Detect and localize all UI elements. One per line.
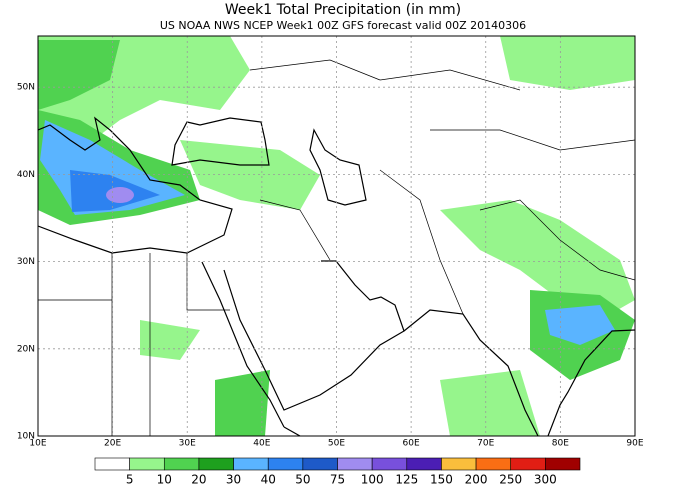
lat-label: 50N [17,83,35,93]
colorbar-swatch [129,457,165,471]
colorbar-swatch [545,457,581,471]
colorbar-swatch [198,457,234,471]
lon-label: 60E [403,439,420,449]
lon-label: 40E [253,439,270,449]
rain-area [180,140,320,210]
colorbar-swatch [510,457,546,471]
colorbar-swatch [267,457,304,471]
colorbar-label: 200 [465,473,488,487]
colorbar-swatch [94,457,130,471]
title: Week1 Total Precipitation (in mm) [225,2,461,18]
colorbar-swatch [406,457,442,471]
lat-label: 30N [17,257,35,267]
colorbar: 5 10 20 30 40 50 75 100 125 150 200 250 300 [94,457,581,487]
coastlines [38,116,635,436]
colorbar-label: 50 [295,473,310,487]
borders [38,59,635,436]
colorbar-swatch [371,457,408,471]
colorbar-label: 150 [430,473,453,487]
lon-label: 80E [552,439,569,449]
colorbar-swatch [441,457,477,471]
rain-area [440,200,635,320]
colorbar-label: 300 [534,473,557,487]
lon-label: 30E [179,439,196,449]
subtitle: US NOAA NWS NCEP Week1 00Z GFS forecast … [160,19,526,32]
colorbar-label: 75 [330,473,345,487]
colorbar-label: 125 [395,473,418,487]
lon-label: 10E [29,439,46,449]
graticule [38,36,635,436]
rain-area [440,370,540,436]
colorbar-swatch [163,457,200,471]
colorbar-label: 250 [499,473,522,487]
colorbar-label: 5 [126,473,134,487]
colorbar-label: 30 [226,473,241,487]
lat-label: 10N [17,432,35,442]
map-frame [37,35,636,437]
lon-label: 50E [328,439,345,449]
colorbar-swatch [302,457,338,471]
rain-area [106,187,134,203]
lon-label: 90E [626,439,643,449]
colorbar-label: 20 [191,473,206,487]
lat-label: 20N [17,344,35,354]
rain-area [38,40,120,110]
rain-area [500,36,635,90]
colorbar-swatch [337,457,373,471]
rain-area [545,305,615,345]
colorbar-label: 100 [361,473,384,487]
colorbar-label: 40 [261,473,276,487]
colorbar-swatch [475,457,512,471]
colorbar-swatch [233,457,269,471]
lon-label: 70E [477,439,494,449]
colorbar-label: 10 [157,473,172,487]
lat-label: 40N [17,170,35,180]
lon-label: 20E [104,439,121,449]
rain-area [215,370,270,436]
rain-area [140,320,200,360]
